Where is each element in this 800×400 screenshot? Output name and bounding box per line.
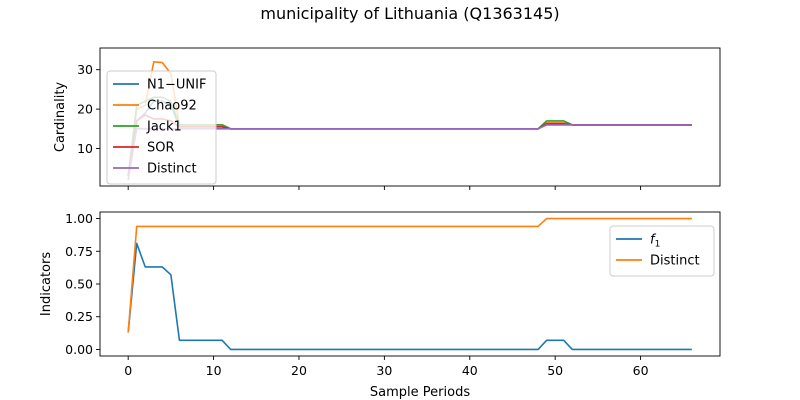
cardinality-panel: 10 20 30 Cardinality N1−UNIF Chao92 Jack1 SOR Di… [53,48,720,190]
figure-title: municipality of Lithuania (Q1363145) [260,4,559,23]
series-line-1-1 [128,219,692,333]
x-tick-label-1-3: 30 [376,363,392,378]
x-tick-label-1-0: 0 [124,363,132,378]
legend-box-1 [610,226,714,276]
x-tick-label-1-5: 50 [547,363,563,378]
y-tick-label-1-2: 0.50 [65,277,93,292]
legend-label-0-0: N1−UNIF [147,78,206,93]
x-tick-label-1-2: 20 [291,363,307,378]
legend-label-0-1: Chao92 [147,99,197,114]
legend-label-0-3: SOR [147,141,175,156]
y-tick-label-0-2: 30 [77,62,93,77]
y-tick-label-0-0: 10 [77,141,93,156]
y-tick-label-1-0: 0.00 [65,342,93,357]
y-axis-label-1: Indicators [39,252,54,316]
legend-label-0-2: Jack1 [146,120,182,135]
legend-label-1-1: Distinct [650,254,700,269]
y-tick-label-1-3: 0.75 [65,244,93,259]
x-tick-label-1-6: 60 [633,363,649,378]
y-tick-label-0-1: 20 [77,102,93,117]
legend-label-0-4: Distinct [147,162,197,177]
series-line-1-0 [128,243,692,349]
y-axis-label-0: Cardinality [53,82,68,153]
x-tick-label-1-4: 40 [462,363,478,378]
y-tick-label-1-1: 0.25 [65,309,93,324]
x-tick-label-1-1: 10 [206,363,222,378]
indicators-panel: 0.00 0.25 0.50 0.75 1.00 0 10 20 30 40 50 60 Indicat… [39,211,720,400]
x-axis-label: Sample Periods [370,385,470,400]
y-tick-label-1-4: 1.00 [65,211,93,226]
